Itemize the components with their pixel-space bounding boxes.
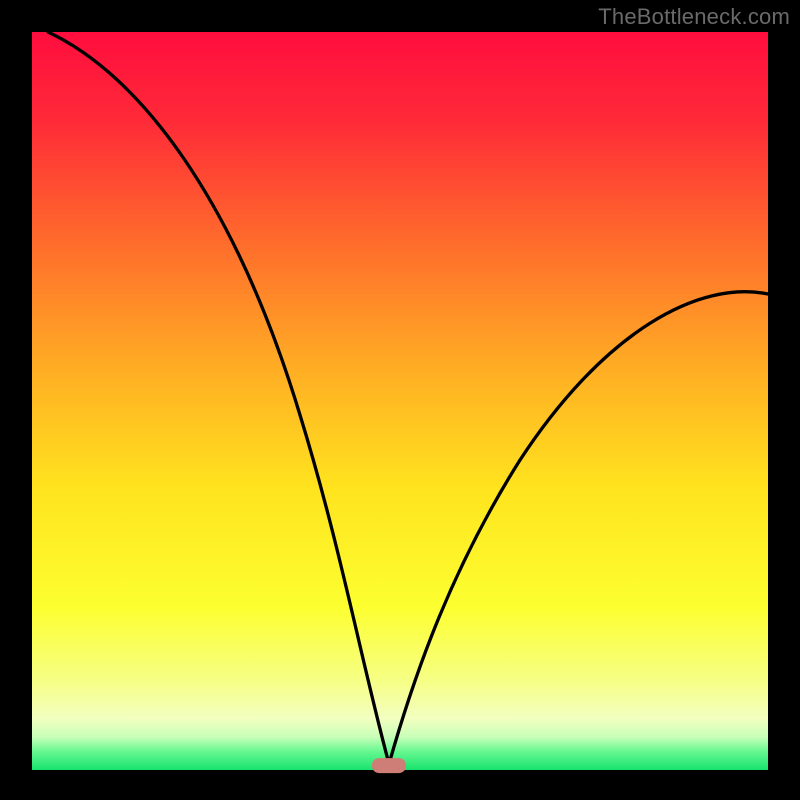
watermark-text: TheBottleneck.com [598,4,790,30]
minimum-marker [372,758,406,773]
chart-frame: TheBottleneck.com [0,0,800,800]
gradient-plot-area [32,32,768,770]
bottleneck-chart [0,0,800,800]
